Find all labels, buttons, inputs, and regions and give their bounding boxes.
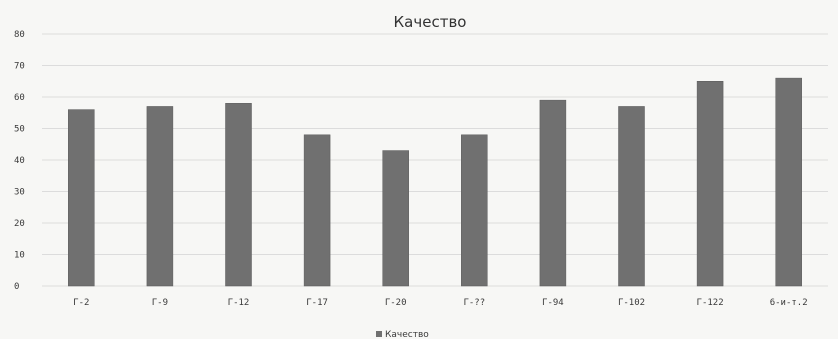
x-category-label: Г-2 bbox=[73, 298, 89, 308]
x-category-label: Г-9 bbox=[152, 298, 168, 308]
legend-label: Качество bbox=[385, 330, 429, 339]
bar bbox=[225, 103, 252, 287]
x-category-label: Г-20 bbox=[385, 298, 407, 308]
y-tick-label: 80 bbox=[14, 30, 25, 40]
x-category-label: Г-122 bbox=[697, 298, 724, 308]
bar bbox=[382, 150, 409, 287]
bar bbox=[68, 109, 95, 287]
x-axis-category-labels: Г-2 Г-9 Г-12 Г-17 Г-20 Г-?? Г-94 Г-102 Г-122 6-и-… bbox=[73, 298, 808, 308]
y-tick-label: 50 bbox=[14, 125, 25, 135]
bar bbox=[775, 77, 802, 287]
x-category-label: Г-17 bbox=[306, 298, 328, 308]
x-category-label: 6-и-т.2 bbox=[770, 298, 808, 308]
bar bbox=[696, 81, 724, 287]
y-tick-label: 30 bbox=[14, 188, 25, 198]
bar bbox=[618, 106, 645, 287]
x-category-label: Г-?? bbox=[463, 298, 485, 308]
bar bbox=[461, 134, 488, 287]
y-tick-label: 10 bbox=[14, 251, 25, 261]
chart-title: Качество bbox=[394, 13, 467, 31]
y-axis-tick-labels: 0 10 20 30 40 50 60 70 80 bbox=[14, 30, 25, 292]
y-tick-label: 40 bbox=[14, 156, 25, 166]
legend: Качество bbox=[376, 330, 429, 339]
x-category-label: Г-94 bbox=[542, 298, 564, 308]
legend-swatch bbox=[376, 331, 382, 337]
y-tick-label: 70 bbox=[14, 62, 25, 72]
y-tick-label: 60 bbox=[14, 93, 25, 103]
x-category-label: Г-102 bbox=[618, 298, 645, 308]
y-tick-label: 0 bbox=[14, 282, 19, 292]
bar bbox=[539, 99, 567, 287]
bar bbox=[146, 106, 174, 287]
y-tick-label: 20 bbox=[14, 219, 25, 229]
bar bbox=[303, 134, 331, 287]
bars bbox=[68, 77, 802, 287]
x-category-label: Г-12 bbox=[228, 298, 250, 308]
